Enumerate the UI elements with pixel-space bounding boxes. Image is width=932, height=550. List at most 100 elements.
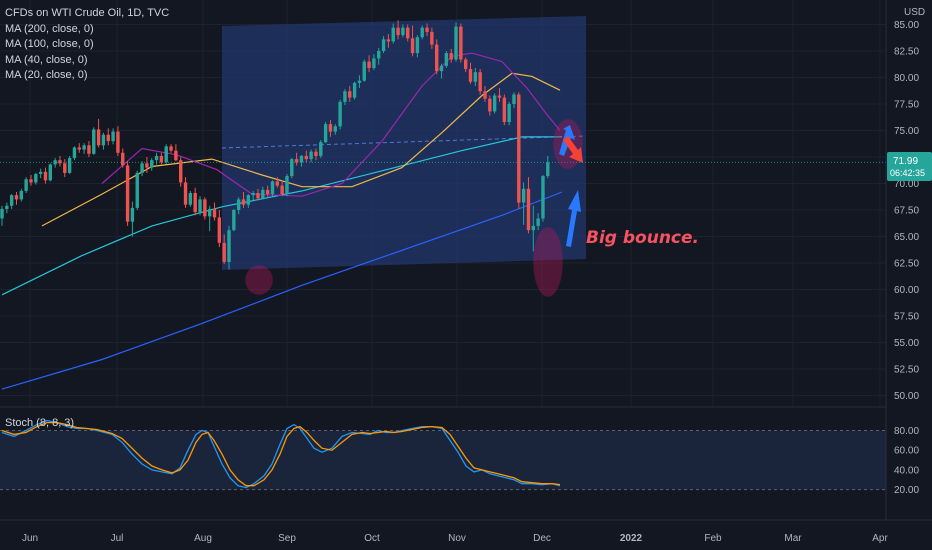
stoch-tick-label: 60.00 xyxy=(894,446,919,457)
candle-body xyxy=(256,193,260,199)
candle-body xyxy=(546,162,550,177)
candle-body xyxy=(5,205,9,209)
candle-body xyxy=(333,126,337,132)
candlesticks xyxy=(0,20,886,270)
candle-body xyxy=(203,199,207,217)
candle-body xyxy=(526,188,531,231)
candle-body xyxy=(338,101,342,127)
legend-ma200[interactable]: MA (200, close, 0) xyxy=(5,22,94,35)
drawings xyxy=(245,119,583,297)
candle-body xyxy=(174,150,178,161)
candle-body xyxy=(48,164,52,181)
candle-body xyxy=(207,208,212,217)
down-arrow-icon xyxy=(563,136,583,163)
candle-body xyxy=(468,69,473,82)
candle-body xyxy=(261,189,265,199)
time-tick-label: 2022 xyxy=(620,533,643,544)
price-tick-label: 82.50 xyxy=(894,47,919,58)
time-tick-label: Mar xyxy=(784,533,802,544)
candle-body xyxy=(444,53,449,66)
candle-body xyxy=(236,199,241,210)
time-tick-label: Jul xyxy=(111,533,124,544)
legend-ma100[interactable]: MA (100, close, 0) xyxy=(5,38,94,50)
candle-body xyxy=(193,193,197,213)
candle-body xyxy=(314,151,318,156)
price-tag-value: 71.99 xyxy=(893,156,918,167)
price-axis-bg xyxy=(886,0,932,550)
candle-body xyxy=(150,160,154,168)
candle-body xyxy=(188,193,193,205)
candle-body xyxy=(92,129,96,154)
candle-body xyxy=(9,195,14,206)
candle-body xyxy=(77,147,81,150)
candle-body xyxy=(63,163,67,173)
candle-body xyxy=(43,171,48,181)
candle-body xyxy=(130,207,135,222)
price-tick-label: 50.00 xyxy=(894,391,919,402)
candle-body xyxy=(512,94,516,104)
stochastic-panel xyxy=(1,419,561,489)
candle-body xyxy=(473,72,478,82)
time-tick-label: Jun xyxy=(22,533,38,544)
price-tick-label: 75.00 xyxy=(894,126,919,137)
candle-body xyxy=(198,199,202,213)
stoch-tick-label: 20.00 xyxy=(894,485,919,496)
candle-body xyxy=(140,163,144,173)
candle-body xyxy=(111,131,115,142)
price-tick-label: 70.00 xyxy=(894,179,919,190)
candle-body xyxy=(82,145,86,150)
circle-low-aug xyxy=(245,265,273,295)
candle-body xyxy=(29,179,33,183)
time-tick-label: Aug xyxy=(194,533,212,544)
candle-body xyxy=(135,172,139,208)
candle-body xyxy=(106,134,110,142)
candle-body xyxy=(96,129,101,146)
symbol-title[interactable]: CFDs on WTI Crude Oil, 1D, TVC xyxy=(5,7,170,19)
legend-ma20[interactable]: MA (20, close, 0) xyxy=(5,69,88,81)
candle-body xyxy=(19,190,24,200)
candle-body xyxy=(58,160,62,164)
stoch-legend[interactable]: Stoch (8, 8, 3) xyxy=(5,417,75,429)
time-tick-label: Feb xyxy=(704,533,722,544)
stoch-tick-label: 40.00 xyxy=(894,465,919,476)
candle-body xyxy=(381,39,386,51)
candle-body xyxy=(449,53,453,60)
candle-body xyxy=(72,147,77,159)
candle-body xyxy=(521,188,526,203)
candle-body xyxy=(406,27,410,39)
time-tick-label: Apr xyxy=(872,533,888,544)
candle-body xyxy=(507,104,511,123)
candle-body xyxy=(463,59,468,70)
candle-body xyxy=(357,80,362,83)
candle-body xyxy=(67,158,72,173)
candle-body xyxy=(241,199,246,205)
time-tick-label: Sep xyxy=(278,533,296,544)
candle-body xyxy=(145,163,149,168)
candle-body xyxy=(343,91,347,102)
candle-body xyxy=(439,65,444,72)
candle-body xyxy=(372,58,376,68)
candle-body xyxy=(454,26,458,60)
price-tick-label: 52.50 xyxy=(894,365,919,376)
stoch-line-d xyxy=(1,421,561,487)
candle-body xyxy=(410,38,415,54)
candle-body xyxy=(0,208,4,219)
legend-ma40[interactable]: MA (40, close, 0) xyxy=(5,53,88,66)
range-midline xyxy=(221,135,587,149)
price-tag-bg xyxy=(887,152,932,181)
candle-body xyxy=(265,189,270,195)
stoch-tick-label: 80.00 xyxy=(894,426,919,437)
candle-body xyxy=(425,27,429,32)
candle-body xyxy=(38,171,43,174)
candle-body xyxy=(319,142,323,156)
candle-body xyxy=(53,160,57,165)
price-tick-label: 77.50 xyxy=(894,100,919,111)
price-tick-label: 65.00 xyxy=(894,232,919,243)
range-box-fill xyxy=(222,16,586,270)
candle-body xyxy=(420,27,424,38)
time-tick-label: Oct xyxy=(364,533,380,544)
candle-body xyxy=(101,134,106,146)
candle-body xyxy=(483,91,487,99)
